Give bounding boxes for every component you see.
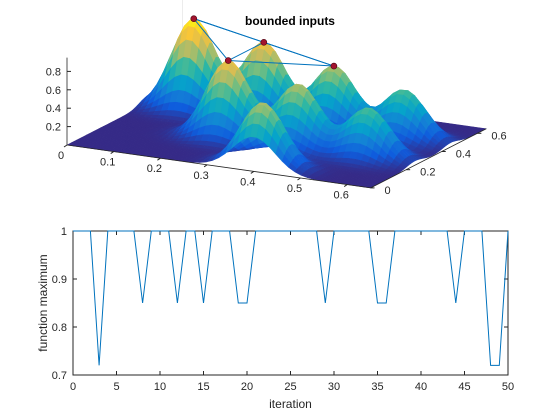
figure-title: bounded inputs [245, 14, 335, 28]
sample-markers [190, 15, 338, 70]
line-plot: 0 5 10 15 20 25 30 35 40 45 50 0.7 0.8 0.9 1 iteration… [36, 226, 514, 411]
z-tick-label: 0.8 [46, 66, 61, 78]
y-axis-line [370, 128, 487, 189]
y-tick-label: 0.6 [491, 130, 506, 142]
x-tick-label: 45 [458, 381, 470, 393]
y-tick-label: 0.4 [456, 149, 471, 161]
x-tick-label: 0.4 [240, 176, 255, 188]
x-tick-mark [343, 184, 348, 188]
sample-link [228, 60, 334, 67]
x-tick-label: 40 [415, 381, 427, 393]
surface-axis-ticks: 0 0.1 0.2 0.3 0.4 0.5 0.6 0 0.2 0.4 0.6 0.2 0.4 0.6 0.… [46, 57, 507, 202]
surface-mesh [66, 18, 488, 189]
x-tick-label: 0.5 [287, 183, 302, 195]
series-line [73, 230, 509, 366]
x-tick-label: 0.1 [100, 157, 115, 169]
x-tick-label: 20 [241, 381, 253, 393]
sample-link [228, 41, 265, 61]
x-tick-label: 25 [284, 381, 296, 393]
x-tick-label: 35 [371, 381, 383, 393]
x-tick-label: 50 [502, 381, 514, 393]
x-axis-label: iteration [269, 397, 312, 411]
x-tick-label: 10 [154, 381, 166, 393]
plot-area [72, 230, 509, 376]
z-tick-label: 0.2 [46, 122, 61, 134]
x-tick-label: 15 [197, 381, 209, 393]
x-tick-mark [250, 170, 255, 174]
sample-link [263, 41, 335, 67]
x-tick-label: 30 [328, 381, 340, 393]
x-tick-mark [63, 144, 68, 148]
y-tick-label: 0.9 [52, 274, 67, 286]
y-axis-label: function maximum [36, 254, 50, 351]
sample-marker [190, 15, 198, 22]
sample-marker [260, 39, 268, 46]
y-tick-label: 0.2 [420, 167, 435, 179]
x-tick-mark [110, 151, 114, 155]
x-tick-label: 0.3 [193, 170, 208, 182]
x-tick-label: 0 [70, 381, 76, 393]
y-tick-label: 0 [385, 185, 391, 197]
x-axis-line [66, 144, 371, 189]
y-tick-label: 0.7 [52, 370, 67, 382]
sample-link [193, 18, 229, 61]
x-tick-label: 5 [113, 381, 119, 393]
surface-plot: 0 0.1 0.2 0.3 0.4 0.5 0.6 0 0.2 0.4 0.6 0.2 0.4 0.6 0.… [46, 0, 507, 202]
x-tick-label: 0.2 [147, 163, 162, 175]
x-tick-mark [203, 164, 208, 168]
y-tick-label: 1 [61, 226, 67, 238]
y-tick-label: 0.8 [52, 322, 67, 334]
sample-marker [330, 62, 338, 70]
sample-marker [224, 57, 232, 64]
z-tick-label: 0.6 [46, 85, 61, 97]
x-tick-mark [297, 177, 301, 181]
x-tick-label: 0 [58, 150, 64, 162]
x-tick-mark [157, 157, 161, 161]
x-tick-label: 0.6 [334, 190, 349, 202]
z-tick-label: 0.4 [46, 103, 61, 115]
